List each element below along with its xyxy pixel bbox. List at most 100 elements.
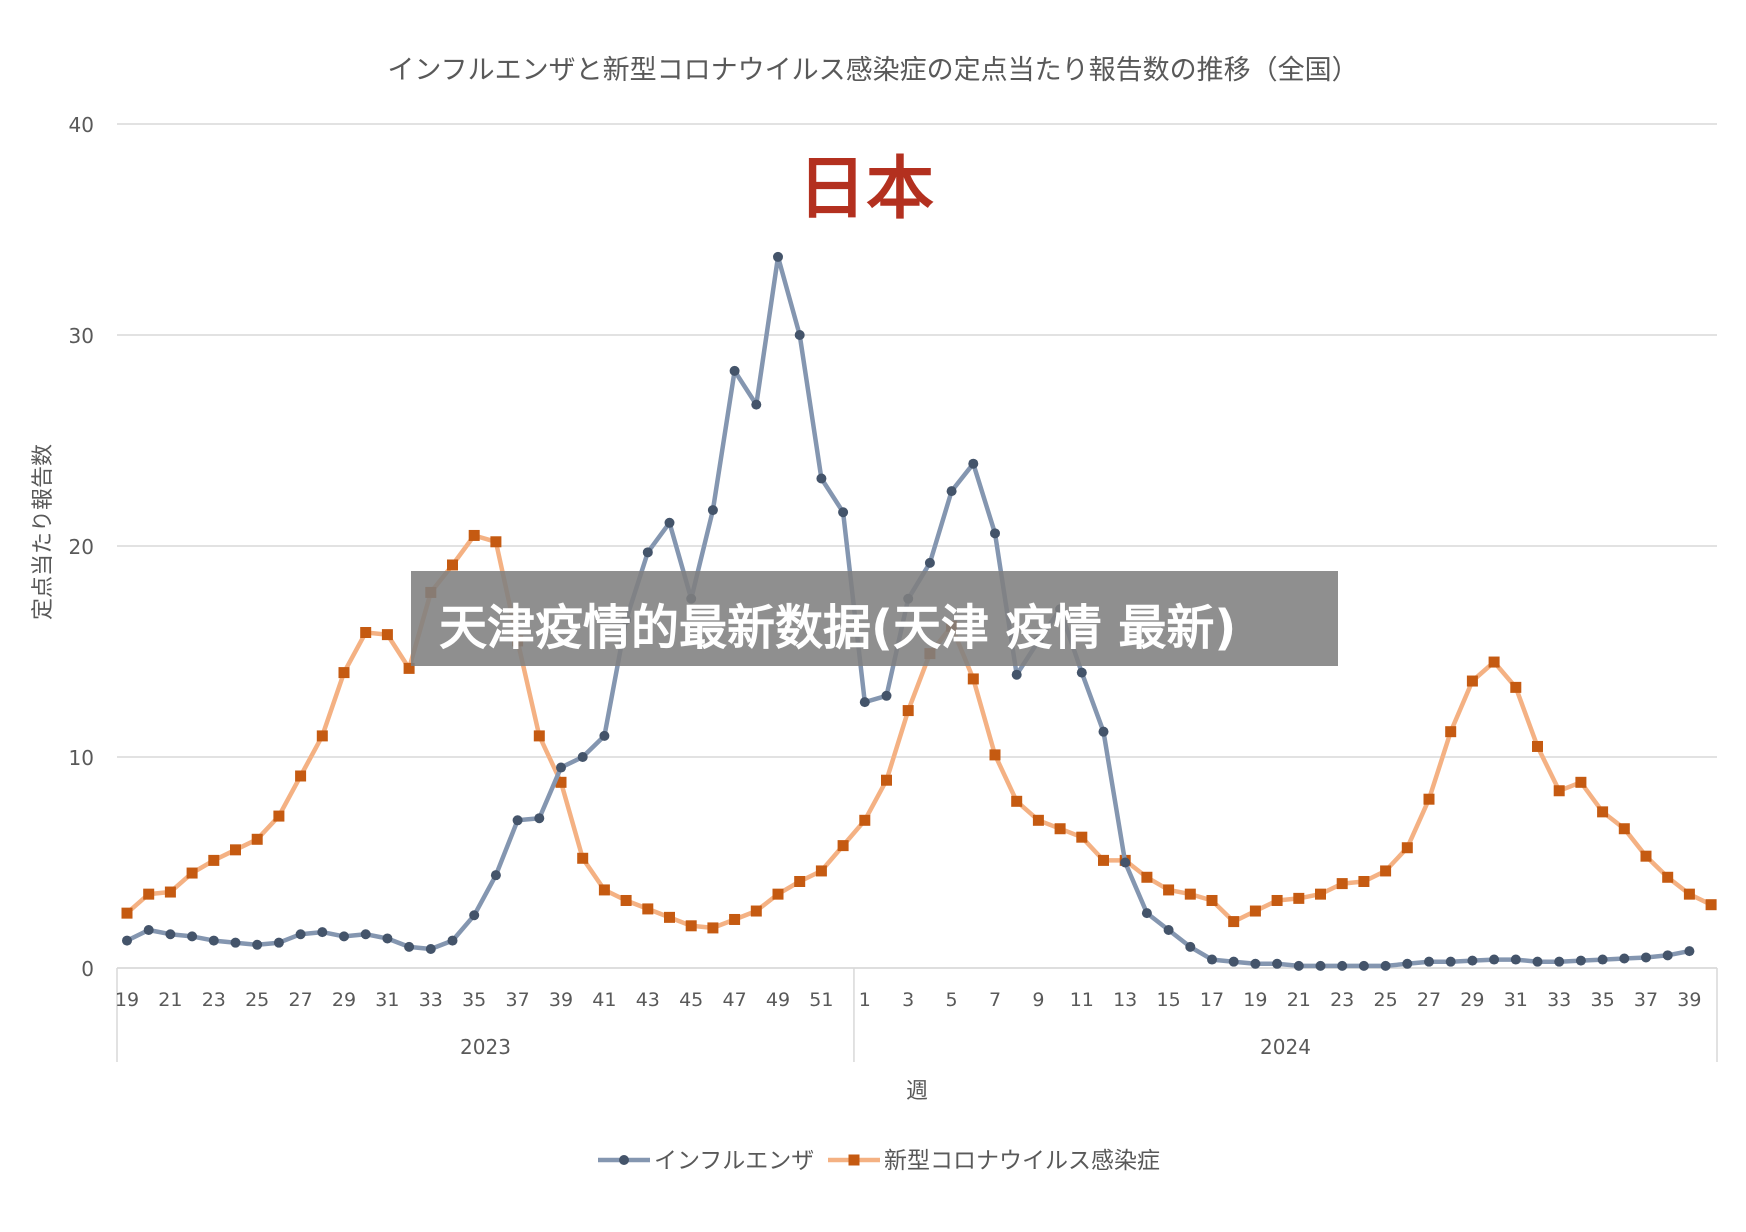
x-tick-label: 3 <box>902 989 914 1011</box>
x-tick-label: 33 <box>419 989 443 1011</box>
data-point <box>1684 946 1695 957</box>
x-tick-label: 47 <box>723 989 747 1011</box>
data-point <box>1467 955 1478 966</box>
x-tick-label: 31 <box>375 989 399 1011</box>
x-tick-label: 25 <box>245 989 269 1011</box>
data-point <box>187 931 198 942</box>
data-point <box>620 894 632 906</box>
data-point <box>360 929 371 940</box>
data-point <box>1141 908 1152 919</box>
x-tick-label: 9 <box>1032 989 1044 1011</box>
x-tick-label: 23 <box>1330 989 1354 1011</box>
data-point <box>1445 956 1456 967</box>
x-tick-label: 23 <box>202 989 226 1011</box>
legend-label: 新型コロナウイルス感染症 <box>884 1148 1160 1174</box>
data-point <box>1618 823 1630 835</box>
data-point <box>902 705 914 717</box>
data-point <box>230 937 241 948</box>
legend-label: インフルエンザ <box>654 1148 814 1174</box>
data-point <box>773 251 783 262</box>
data-point <box>1662 871 1674 883</box>
data-point <box>729 365 740 376</box>
data-point <box>1207 954 1217 965</box>
x-tick-label: 49 <box>766 989 790 1011</box>
x-tick-label: 25 <box>1374 989 1398 1011</box>
data-point <box>555 776 567 788</box>
x-tick-label: 15 <box>1157 989 1181 1011</box>
data-point <box>1250 958 1261 969</box>
data-point <box>447 559 458 571</box>
data-point <box>1597 806 1609 818</box>
data-point <box>990 528 1000 539</box>
data-point <box>534 813 545 824</box>
y-axis-label: 定点当たり報告数 <box>31 444 56 620</box>
data-point <box>751 399 762 410</box>
data-point <box>838 507 849 518</box>
x-tick-label: 29 <box>332 989 356 1011</box>
data-point <box>1098 726 1109 737</box>
y-tick-label: 0 <box>81 957 94 981</box>
data-point <box>208 935 219 946</box>
data-point <box>664 517 675 528</box>
data-point <box>1466 675 1478 687</box>
data-point <box>1032 814 1044 826</box>
x-tick-label: 7 <box>989 989 1001 1011</box>
data-point <box>164 886 176 898</box>
legend-marker <box>848 1154 860 1166</box>
data-point <box>1163 884 1175 896</box>
data-point <box>1445 726 1457 738</box>
x-tick-label: 19 <box>1243 989 1267 1011</box>
data-point <box>122 935 132 946</box>
watermark-text: 日本 <box>798 150 934 229</box>
data-point <box>924 557 935 568</box>
data-point <box>468 529 480 541</box>
data-point <box>1098 854 1109 866</box>
data-point <box>577 752 588 762</box>
data-point <box>881 774 892 786</box>
data-point <box>599 730 610 741</box>
data-point <box>490 870 501 881</box>
data-point <box>1076 831 1088 843</box>
legend: インフルエンザ 新型コロナウイルス感染症 <box>598 1148 1160 1174</box>
series-influenza <box>122 251 1695 971</box>
data-point <box>794 330 805 340</box>
data-point <box>815 865 827 877</box>
data-point <box>1076 667 1087 678</box>
data-point <box>1011 669 1022 680</box>
data-point <box>1575 955 1586 966</box>
data-point <box>1640 850 1652 862</box>
data-point <box>1402 958 1413 969</box>
data-point <box>1510 954 1521 965</box>
data-point <box>1424 956 1434 967</box>
data-point <box>143 888 155 900</box>
x-tick-label: 37 <box>506 989 530 1011</box>
data-point <box>208 854 220 866</box>
data-point <box>447 935 458 946</box>
y-axis-tick-labels: 0 10 20 30 40 <box>69 113 94 981</box>
data-point <box>1358 960 1369 971</box>
data-point <box>252 939 263 950</box>
x-tick-label: 19 <box>115 989 139 1011</box>
data-point <box>837 840 849 852</box>
x-tick-label: 31 <box>1504 989 1528 1011</box>
data-point <box>1185 941 1196 952</box>
data-point <box>664 911 675 923</box>
data-point <box>1315 960 1326 971</box>
data-point <box>1358 875 1370 887</box>
data-point <box>967 673 979 685</box>
data-point <box>143 925 154 936</box>
data-point <box>230 844 241 856</box>
legend-item-covid: 新型コロナウイルス感染症 <box>828 1148 1160 1174</box>
data-point <box>1423 793 1435 805</box>
data-point <box>1597 954 1608 965</box>
data-point <box>1228 956 1239 967</box>
data-point <box>1532 956 1543 967</box>
data-point <box>1532 740 1543 752</box>
x-tick-label: 37 <box>1634 989 1658 1011</box>
x-axis-year-labels: 2023 2024 <box>460 1035 1311 1059</box>
data-point <box>1336 878 1348 890</box>
data-point <box>1554 956 1565 967</box>
x-tick-label: 29 <box>1460 989 1484 1011</box>
data-point <box>512 815 523 826</box>
